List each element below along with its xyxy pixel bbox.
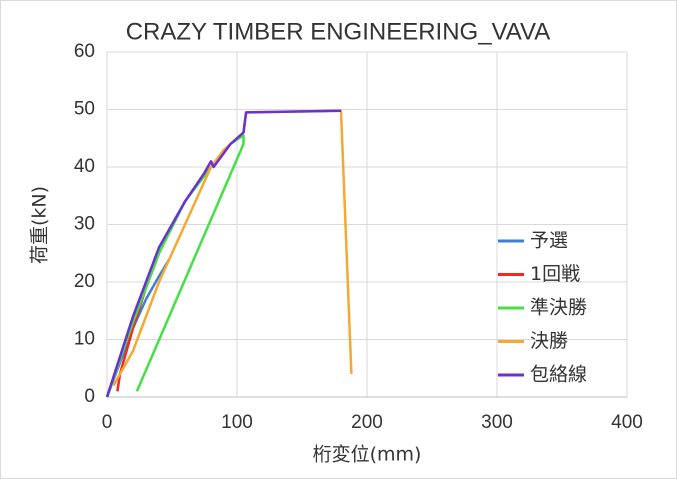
x-tick-label: 200 xyxy=(351,412,383,433)
y-tick-label: 60 xyxy=(74,41,95,62)
legend-label: 予選 xyxy=(530,230,568,252)
y-tick-label: 30 xyxy=(74,214,95,235)
chart-title: CRAZY TIMBER ENGINEERING_VAVA xyxy=(126,18,551,45)
x-tick-label: 300 xyxy=(481,412,513,433)
y-tick-label: 10 xyxy=(74,329,95,350)
legend-label: 包絡線 xyxy=(530,364,587,386)
series-line xyxy=(105,109,342,398)
legend-label: 1回戦 xyxy=(530,263,580,285)
y-axis-label: 荷重(kN) xyxy=(29,186,51,264)
y-tick-label: 50 xyxy=(74,99,95,120)
legend-label: 準決勝 xyxy=(530,297,587,319)
x-tick-label: 0 xyxy=(102,412,113,433)
x-tick-label: 400 xyxy=(611,412,643,433)
legend-label: 決勝 xyxy=(530,330,568,352)
y-tick-label: 40 xyxy=(74,156,95,177)
y-tick-label: 0 xyxy=(84,386,95,407)
x-axis-label: 桁変位(mm) xyxy=(313,444,422,466)
x-tick-label: 100 xyxy=(221,412,253,433)
y-tick-label: 20 xyxy=(74,271,95,292)
